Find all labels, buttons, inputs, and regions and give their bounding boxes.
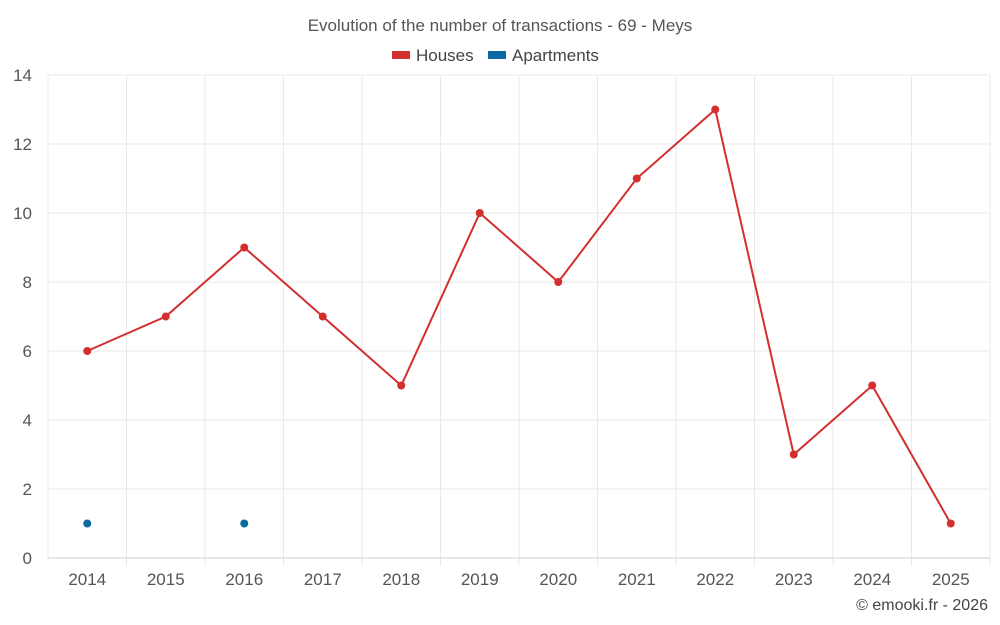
x-tick-label-2022: 2022: [696, 570, 734, 589]
series-layer: [83, 105, 955, 528]
y-tick-label-14: 14: [13, 66, 32, 85]
point-houses-2016[interactable]: [240, 243, 249, 252]
x-tick-label-2025: 2025: [932, 570, 970, 589]
point-houses-2025[interactable]: [946, 519, 955, 528]
x-tick-label-2024: 2024: [853, 570, 891, 589]
legend-swatch-houses: [392, 51, 410, 59]
x-gridlines: [47, 75, 991, 566]
legend: Houses Apartments: [392, 46, 599, 65]
x-tick-label-2016: 2016: [225, 570, 263, 589]
series-line-houses: [86, 107, 952, 524]
x-tick-label-2015: 2015: [147, 570, 185, 589]
x-tick-label-2021: 2021: [618, 570, 656, 589]
series-apartments: [83, 519, 249, 528]
point-houses-2022[interactable]: [711, 105, 720, 114]
x-tick-label-2017: 2017: [304, 570, 342, 589]
point-houses-2014[interactable]: [83, 347, 92, 355]
point-houses-2015[interactable]: [161, 312, 170, 321]
y-tick-label-10: 10: [13, 204, 32, 223]
legend-swatch-apartments: [488, 51, 506, 59]
point-houses-2021[interactable]: [632, 174, 641, 183]
point-houses-2017[interactable]: [318, 312, 327, 321]
y-tick-label-4: 4: [23, 411, 32, 430]
point-apartments-2014[interactable]: [83, 519, 92, 528]
x-tick-label-2014: 2014: [68, 570, 106, 589]
point-houses-2023[interactable]: [789, 450, 798, 459]
x-axis-ticks: 2014 2015 2016 2017 2018 2019 2020 2021 2022 2023…: [68, 570, 969, 589]
x-tick-label-2020: 2020: [539, 570, 577, 589]
x-tick-label-2018: 2018: [382, 570, 420, 589]
y-axis-ticks: 0 2 4 6 8 10 12 14: [13, 66, 32, 568]
point-houses-2019[interactable]: [475, 209, 484, 217]
y-tick-label-0: 0: [23, 549, 32, 568]
point-apartments-2016[interactable]: [240, 519, 249, 528]
chart-title: Evolution of the number of transactions …: [308, 16, 693, 35]
point-houses-2020[interactable]: [554, 278, 563, 286]
credit-text: © emooki.fr - 2026: [856, 597, 988, 614]
series-houses: [83, 105, 955, 528]
legend-item-apartments[interactable]: Apartments: [488, 46, 599, 65]
y-tick-label-2: 2: [23, 480, 32, 499]
legend-label-houses: Houses: [416, 46, 474, 65]
y-tick-label-6: 6: [23, 342, 32, 361]
y-tick-label-12: 12: [13, 135, 32, 154]
point-houses-2024[interactable]: [868, 381, 877, 390]
x-tick-label-2019: 2019: [461, 570, 499, 589]
x-tick-label-2023: 2023: [775, 570, 813, 589]
legend-item-houses[interactable]: Houses: [392, 46, 474, 65]
point-houses-2018[interactable]: [397, 381, 406, 390]
legend-label-apartments: Apartments: [512, 46, 599, 65]
y-tick-label-8: 8: [23, 273, 32, 292]
